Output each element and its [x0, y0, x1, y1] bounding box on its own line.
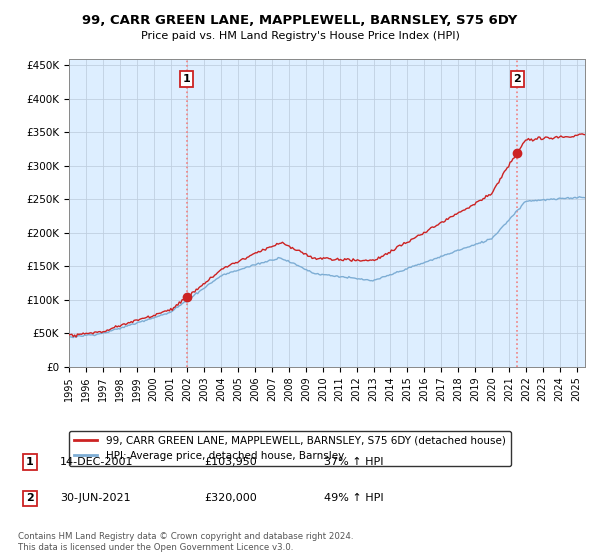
Text: 1: 1 — [26, 457, 34, 467]
Text: 2: 2 — [26, 493, 34, 503]
Text: 49% ↑ HPI: 49% ↑ HPI — [324, 493, 383, 503]
Text: 99, CARR GREEN LANE, MAPPLEWELL, BARNSLEY, S75 6DY: 99, CARR GREEN LANE, MAPPLEWELL, BARNSLE… — [82, 14, 518, 27]
Text: 30-JUN-2021: 30-JUN-2021 — [60, 493, 131, 503]
Text: 37% ↑ HPI: 37% ↑ HPI — [324, 457, 383, 467]
Text: Contains HM Land Registry data © Crown copyright and database right 2024.
This d: Contains HM Land Registry data © Crown c… — [18, 532, 353, 552]
Text: Price paid vs. HM Land Registry's House Price Index (HPI): Price paid vs. HM Land Registry's House … — [140, 31, 460, 41]
Text: £103,950: £103,950 — [204, 457, 257, 467]
Text: 2: 2 — [514, 74, 521, 84]
Text: £320,000: £320,000 — [204, 493, 257, 503]
Text: 1: 1 — [183, 74, 191, 84]
Legend: 99, CARR GREEN LANE, MAPPLEWELL, BARNSLEY, S75 6DY (detached house), HPI: Averag: 99, CARR GREEN LANE, MAPPLEWELL, BARNSLE… — [69, 431, 511, 466]
Text: 14-DEC-2001: 14-DEC-2001 — [60, 457, 133, 467]
